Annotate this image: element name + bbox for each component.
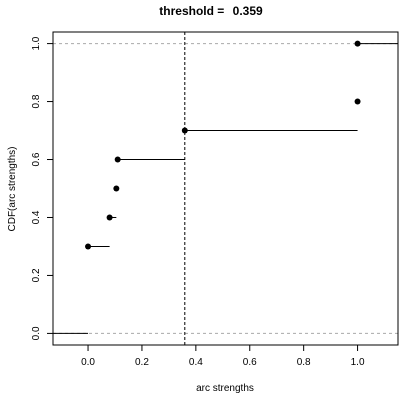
title-label: threshold =	[159, 4, 224, 18]
y-axis-title: CDF(arc strengths)	[7, 146, 18, 231]
data-point	[106, 214, 113, 221]
x-tick-label: 0.2	[135, 357, 149, 368]
x-axis: 0.0 0.2 0.4 0.6 0.8 1.0	[81, 344, 365, 368]
x-tick-label: 0.8	[297, 357, 311, 368]
x-axis-title: arc strengths	[196, 383, 254, 394]
y-tick-label: 0.4	[31, 210, 42, 224]
y-tick-label: 1.0	[31, 36, 42, 50]
title-threshold-value: 0.359	[233, 4, 263, 18]
y-tick-label: 0.8	[31, 94, 42, 108]
y-tick-label: 0.0	[31, 326, 42, 340]
chart-title: threshold = 0.359	[159, 4, 263, 18]
data-point	[114, 156, 121, 163]
y-tick-label: 0.6	[31, 152, 42, 166]
y-axis: 0.0 0.2 0.4 0.6 0.8 1.0	[31, 36, 54, 340]
x-tick-label: 1.0	[351, 357, 365, 368]
data-point	[354, 98, 361, 105]
x-tick-label: 0.6	[243, 357, 257, 368]
y-tick-label: 0.2	[31, 268, 42, 282]
data-point	[85, 243, 92, 250]
data-point	[181, 127, 188, 134]
x-tick-label: 0.4	[189, 357, 203, 368]
plot-frame	[52, 31, 399, 346]
data-point	[113, 185, 120, 192]
x-tick-label: 0.0	[81, 357, 95, 368]
plot-content	[53, 32, 398, 345]
data-point	[354, 40, 361, 47]
